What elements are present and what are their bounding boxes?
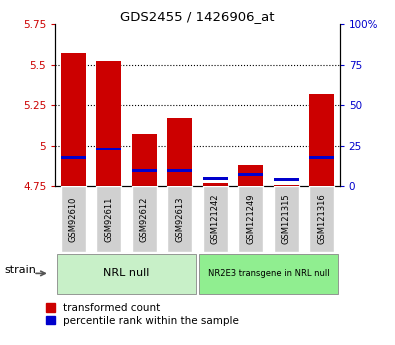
Text: GSM121242: GSM121242 [211,194,220,244]
Bar [167,169,192,171]
Bar [310,186,334,252]
Bar [57,254,196,294]
Text: GSM121249: GSM121249 [246,194,255,244]
Bar [203,183,228,186]
Bar [132,135,156,186]
Text: GSM121316: GSM121316 [318,194,326,245]
Bar [167,118,192,186]
Bar [96,186,121,252]
Bar [239,165,263,186]
Text: strain: strain [4,265,36,275]
Bar [167,186,192,252]
Text: GSM92611: GSM92611 [104,196,113,242]
Bar [274,185,299,186]
Bar [239,186,263,252]
Bar [274,178,299,181]
Bar [310,156,334,159]
Legend: transformed count, percentile rank within the sample: transformed count, percentile rank withi… [45,302,241,327]
Text: GSM121315: GSM121315 [282,194,291,244]
Text: GSM92612: GSM92612 [140,196,149,242]
Bar [203,186,228,252]
Bar [274,186,299,252]
Text: NRL null: NRL null [103,268,150,278]
Bar [96,148,121,150]
Bar [132,186,156,252]
Bar [199,254,338,294]
Bar [203,177,228,180]
Bar [61,53,86,186]
Bar [239,174,263,176]
Bar [96,61,121,186]
Title: GDS2455 / 1426906_at: GDS2455 / 1426906_at [120,10,275,23]
Text: NR2E3 transgene in NRL null: NR2E3 transgene in NRL null [208,269,329,278]
Bar [310,94,334,186]
Bar [61,186,86,252]
Bar [61,156,86,159]
Bar [132,169,156,171]
Text: GSM92610: GSM92610 [69,196,77,242]
Text: GSM92613: GSM92613 [175,196,184,242]
